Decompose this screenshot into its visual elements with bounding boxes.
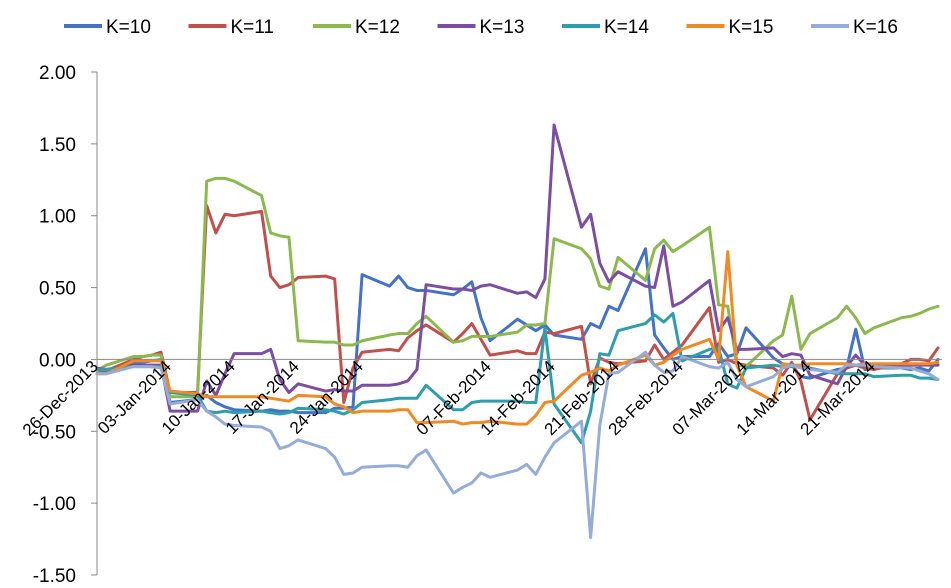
series-line-k-12 <box>95 176 940 399</box>
legend-label: K=15 <box>729 17 774 38</box>
legend-item: K=11 <box>188 17 275 38</box>
legend-label: K=10 <box>106 17 151 38</box>
y-tick-label: 2.00 <box>39 63 76 84</box>
y-tick-label: 1.00 <box>39 207 76 228</box>
legend-label: K=11 <box>231 17 275 38</box>
legend-label: K=14 <box>604 17 649 38</box>
legend-item: K=14 <box>562 17 649 38</box>
y-tick-label: -1.00 <box>33 494 76 515</box>
series-line-k-13 <box>95 123 940 413</box>
legend-item: K=16 <box>811 17 898 38</box>
legend-item: K=10 <box>64 17 151 38</box>
legend-item: K=15 <box>686 17 774 38</box>
legend-label: K=13 <box>480 17 525 38</box>
y-tick-label: -0.50 <box>33 422 76 443</box>
y-tick-label: 0.50 <box>39 279 76 300</box>
legend-item: K=12 <box>313 17 400 38</box>
legend-item: K=13 <box>437 17 525 38</box>
series-line-k-11 <box>95 204 940 422</box>
series-layer <box>95 123 940 540</box>
y-tick-label: 0.00 <box>39 350 76 371</box>
y-axis: -1.50 -1.00 -0.50 0.00 0.50 1.00 1.50 2.00 <box>33 63 98 587</box>
legend-label: K=16 <box>853 17 898 38</box>
legend-label: K=12 <box>355 17 400 38</box>
series-line-k-15 <box>95 250 940 426</box>
y-tick-label: 1.50 <box>39 135 76 156</box>
legend: K=10 K=11 K=12 K=13 K=14 K=15 K=16 <box>64 17 898 38</box>
series-line-k-16 <box>95 350 940 540</box>
y-tick-label: -1.50 <box>33 566 76 587</box>
